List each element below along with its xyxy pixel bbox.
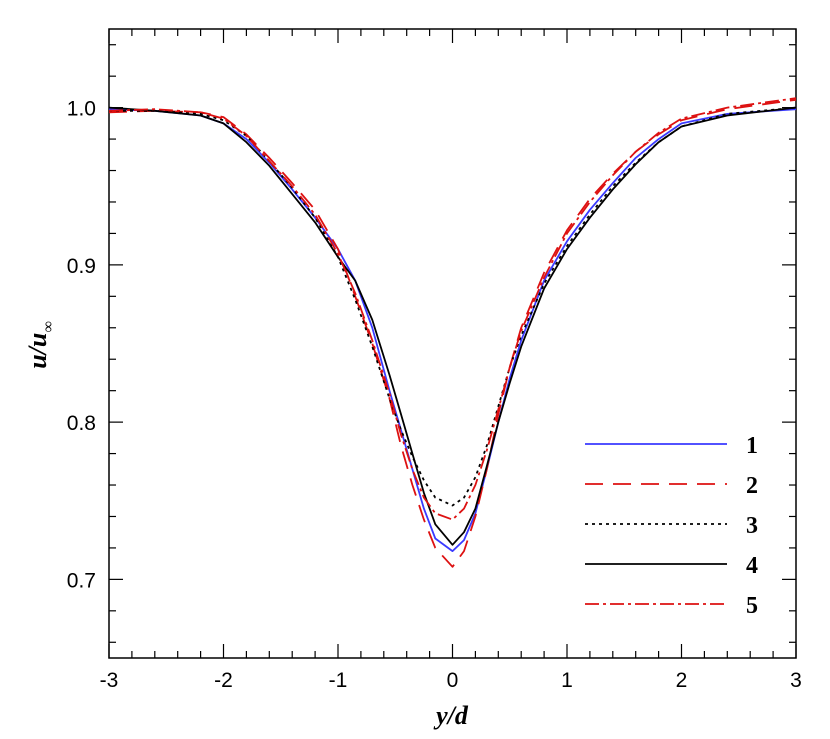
x-tick-label: -3 bbox=[100, 669, 119, 692]
series-line-1 bbox=[108, 108, 797, 552]
series-line-2 bbox=[108, 98, 797, 568]
legend-label-2: 2 bbox=[746, 473, 758, 499]
legend: 1 2 3 4 5 bbox=[585, 433, 758, 619]
x-axis-title: y/d bbox=[433, 701, 469, 730]
axis-tick-labels: -3 -2 -1 0 1 2 3 0.7 0.8 0.9 1.0 bbox=[67, 98, 802, 692]
x-tick-label: -1 bbox=[329, 669, 348, 692]
x-tick-label: 2 bbox=[676, 669, 688, 692]
series-line-3 bbox=[109, 106, 797, 507]
svg-text:u/u∞: u/u∞ bbox=[23, 321, 57, 369]
axis-ticks bbox=[108, 29, 797, 658]
x-tick-label: 3 bbox=[790, 669, 802, 692]
x-tick-label: 1 bbox=[561, 669, 573, 692]
y-axis-title-sub: ∞ bbox=[40, 321, 57, 332]
y-axis-title: u/u∞ bbox=[23, 321, 57, 369]
y-tick-label: 0.7 bbox=[67, 569, 96, 592]
series-lines bbox=[108, 97, 797, 568]
x-tick-label: 0 bbox=[447, 669, 459, 692]
legend-label-1: 1 bbox=[746, 433, 758, 459]
x-tick-label: -2 bbox=[214, 669, 233, 692]
series-line-5 bbox=[108, 97, 797, 521]
legend-label-3: 3 bbox=[746, 513, 758, 539]
y-tick-label: 1.0 bbox=[67, 98, 96, 121]
y-axis-title-main: u/u bbox=[23, 333, 52, 369]
y-tick-label: 0.9 bbox=[67, 255, 96, 278]
legend-label-5: 5 bbox=[746, 593, 758, 619]
y-tick-label: 0.8 bbox=[67, 412, 96, 435]
series-line-4 bbox=[108, 106, 797, 546]
legend-label-4: 4 bbox=[746, 553, 758, 579]
